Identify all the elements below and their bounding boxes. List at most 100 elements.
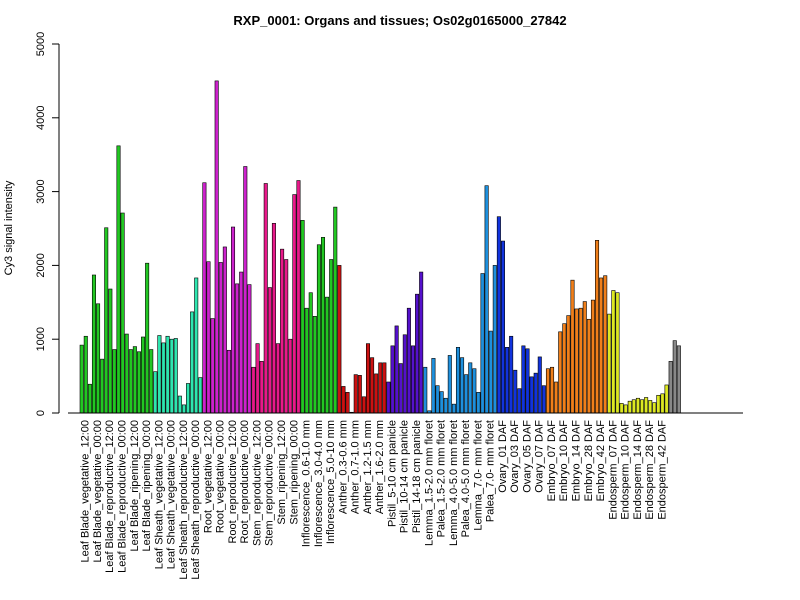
bar	[644, 397, 649, 414]
x-tick-label: Leaf Blade_reproductive_00:00	[117, 420, 129, 573]
bar	[308, 292, 313, 414]
x-tick-label: Embryo_42 DAF	[595, 420, 607, 502]
bar	[496, 216, 501, 414]
bar	[218, 262, 223, 414]
bar	[214, 80, 219, 414]
bar	[222, 246, 227, 414]
bar	[202, 182, 207, 414]
bar	[235, 283, 240, 414]
bar	[660, 393, 665, 414]
bar	[325, 296, 330, 414]
bar	[656, 394, 661, 414]
bar	[333, 206, 338, 414]
bar	[611, 290, 616, 414]
y-tick-label: 3000	[35, 179, 47, 203]
x-tick-label: Lemma_1.5-2.0 mm floret	[423, 420, 435, 546]
bar	[145, 262, 150, 414]
bar	[374, 373, 379, 414]
bar	[664, 384, 669, 414]
bar	[112, 349, 117, 414]
y-tick-label: 5000	[35, 32, 47, 56]
bar	[443, 397, 448, 414]
bar	[271, 223, 276, 414]
x-tick-label: Palea_1.5-2.0 mm floret	[436, 420, 448, 537]
bar	[206, 261, 211, 414]
x-tick-label: Endosperm_10 DAF	[620, 420, 632, 520]
bar	[550, 366, 555, 414]
x-tick-label: Lemma_4.0-5.0 mm floret	[448, 420, 460, 546]
x-tick-label: Leaf Blade_ripening_12:00	[129, 420, 141, 552]
bar	[251, 366, 256, 414]
bar	[615, 292, 620, 414]
x-tick-label: Endosperm_28 DAF	[644, 420, 656, 520]
bar	[652, 402, 657, 414]
x-tick-label: Embryo_07 DAF	[546, 420, 558, 502]
bar	[574, 308, 579, 414]
bar	[255, 343, 260, 414]
bar	[529, 376, 534, 414]
bar	[198, 377, 203, 414]
bar	[210, 318, 215, 414]
x-tick-labels: Leaf Blade_vegetative_12:00 Leaf Blade_ve…	[80, 420, 669, 580]
bar	[631, 399, 636, 414]
bar	[312, 316, 317, 414]
x-tick-label: Root_vegetative_12:00	[202, 420, 214, 533]
bar	[431, 358, 436, 414]
x-tick-label: Leaf Blade_vegetative_12:00	[80, 420, 92, 563]
bar	[406, 307, 411, 414]
bar	[635, 397, 640, 414]
y-tick-label: 1000	[35, 327, 47, 351]
bar	[124, 333, 129, 414]
bar	[104, 227, 109, 414]
x-tick-label: Ovary_07 DAF	[534, 420, 546, 493]
bar	[120, 212, 125, 414]
bar	[570, 279, 575, 414]
bar	[509, 335, 514, 414]
bar	[390, 345, 395, 414]
x-tick-label: Embryo_28 DAF	[583, 420, 595, 502]
bar	[545, 368, 550, 414]
y-axis: 0 1000 2000 3000 4000 5000	[35, 32, 60, 416]
bar	[566, 315, 571, 414]
x-tick-label: Palea_7.0- mm floret	[485, 420, 497, 522]
bar	[365, 343, 370, 414]
bar	[132, 346, 137, 414]
bar	[173, 338, 178, 414]
bar	[382, 362, 387, 414]
bar	[157, 335, 162, 414]
x-tick-label: Lemma_7.0- mm floret	[472, 420, 484, 531]
x-tick-label: Leaf Sheath_reproductive_12:00	[178, 420, 190, 580]
bar	[337, 265, 342, 414]
y-tick-label: 4000	[35, 106, 47, 130]
bar	[648, 400, 653, 414]
x-tick-label: Leaf Sheath_vegetative_12:00	[153, 420, 165, 569]
bar	[226, 349, 231, 414]
x-tick-label: Embryo_10 DAF	[558, 420, 570, 502]
chart-title: RXP_0001: Organs and tissues; Os02g01650…	[233, 13, 567, 28]
bar	[276, 343, 281, 414]
bar	[79, 344, 84, 414]
bar	[394, 325, 399, 414]
x-tick-label: Pistil_14-18 cm panicle	[411, 420, 423, 533]
x-tick-label: Anther_1.2-1.5 mm	[362, 420, 374, 514]
bar	[419, 271, 424, 414]
bar	[316, 244, 321, 414]
bar	[153, 371, 158, 414]
bar	[296, 180, 301, 414]
bar	[128, 349, 133, 414]
bar	[341, 386, 346, 414]
bar	[439, 391, 444, 414]
bar	[83, 335, 88, 414]
bar	[284, 259, 289, 414]
bar	[136, 351, 141, 414]
bar	[288, 338, 293, 414]
bar	[513, 369, 518, 414]
bar	[582, 301, 587, 414]
bar	[169, 338, 174, 414]
x-tick-label: Anther_0.7-1.0 mm	[350, 420, 362, 514]
bar	[492, 265, 497, 414]
bar	[177, 395, 182, 414]
bar	[517, 388, 522, 414]
bar	[640, 399, 645, 414]
bar	[267, 287, 272, 414]
